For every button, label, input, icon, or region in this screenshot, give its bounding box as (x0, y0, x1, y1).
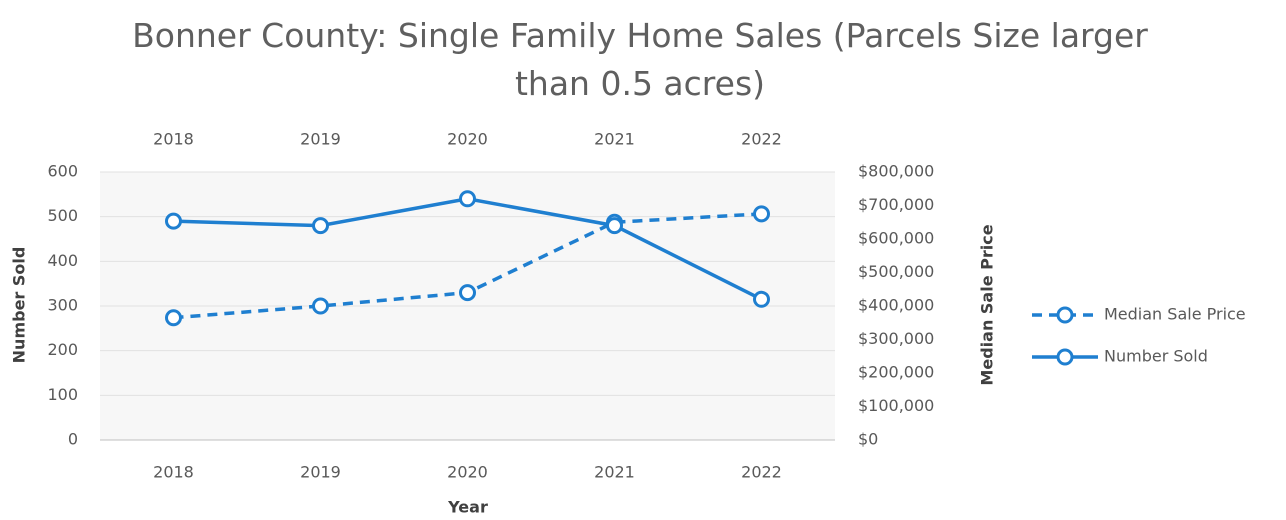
x-tick-label: 2018 (153, 463, 194, 482)
x-tick-label: 2022 (741, 463, 782, 482)
y-tick-label: 100 (47, 385, 78, 404)
y-tick-label: 600 (47, 162, 78, 181)
y-tick-label: 200 (47, 340, 78, 359)
y-tick-label: 400 (47, 251, 78, 270)
y2-tick-label: $200,000 (858, 363, 934, 382)
y2-tick-label: $400,000 (858, 296, 934, 315)
y2-tick-label: $800,000 (858, 162, 934, 181)
x-top-tick-label: 2019 (300, 130, 341, 149)
point (312, 217, 329, 235)
point (606, 217, 623, 235)
y-tick-label: 300 (47, 296, 78, 315)
y2-axis-title: Median Sale Price (978, 224, 997, 385)
x-top-tick-label: 2021 (594, 130, 635, 149)
x-top-tick-label: 2020 (447, 130, 488, 149)
y2-tick-label: $300,000 (858, 329, 934, 348)
y2-tick-label: $500,000 (858, 262, 934, 281)
y2-tick-label: $0 (858, 430, 878, 449)
y-tick-label: 0 (68, 430, 78, 449)
x-tick-label: 2019 (300, 463, 341, 482)
point (165, 212, 182, 230)
x-top-tick-label: 2022 (741, 130, 782, 149)
y-tick-label: 500 (47, 206, 78, 225)
point (165, 309, 182, 327)
point (753, 290, 770, 308)
x-tick-label: 2020 (447, 463, 488, 482)
x-tick-label: 2021 (594, 463, 635, 482)
y-axis-title: Number Sold (10, 247, 29, 364)
x-axis-title: Year (447, 498, 488, 517)
y2-tick-label: $700,000 (858, 195, 934, 214)
legend-marker (1056, 306, 1074, 324)
y2-tick-label: $100,000 (858, 396, 934, 415)
chart-title: Bonner County: Single Family Home Sales … (132, 16, 1148, 103)
point (459, 284, 476, 302)
legend-label: Number Sold (1104, 347, 1208, 366)
y2-tick-label: $600,000 (858, 229, 934, 248)
legend-marker (1056, 348, 1074, 366)
x-top-tick-label: 2018 (153, 130, 194, 149)
point (312, 297, 329, 315)
point (459, 190, 476, 208)
point (753, 205, 770, 223)
legend-label: Median Sale Price (1104, 305, 1246, 324)
